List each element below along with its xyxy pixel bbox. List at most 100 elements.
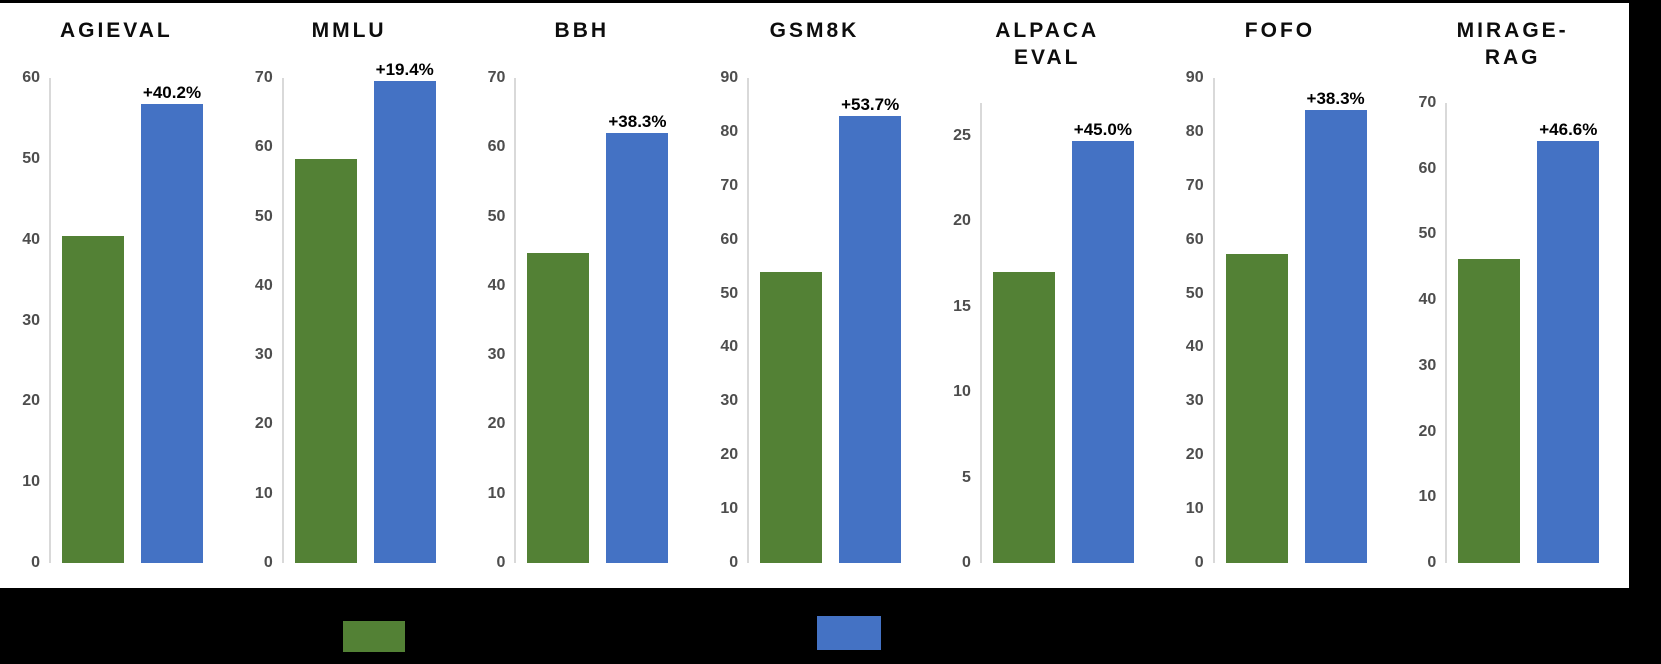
panel-bbh: BBH 0 10 20 30 40 50 60 70 +38.3% — [465, 3, 698, 588]
y-tick-label: 30 — [254, 346, 273, 364]
y-tick-label: 50 — [22, 149, 40, 167]
panel-title: GSM8K — [698, 3, 931, 78]
y-tick-label: 30 — [720, 392, 739, 410]
y-axis: 0 5 10 15 20 25 — [931, 103, 980, 571]
y-axis: 0 10 20 30 40 50 60 70 80 90 — [1164, 70, 1213, 571]
panel-title-line: MMLU — [311, 19, 387, 42]
panel-title-line: FOFO — [1244, 19, 1316, 42]
panel-title: AGIEVAL — [0, 3, 233, 78]
plot-area: +19.4% — [281, 61, 466, 563]
y-tick-label: 10 — [953, 383, 971, 400]
gain-annotation: +45.0% — [1073, 119, 1132, 139]
legend-swatch-green — [343, 621, 405, 652]
panel-title-line: EVAL — [1014, 46, 1081, 70]
y-tick-label: 20 — [487, 415, 506, 433]
y-tick-label: 70 — [1418, 94, 1437, 111]
y-tick-label: 70 — [254, 69, 273, 86]
y-tick-label: 60 — [22, 69, 40, 86]
panel-title: ALPACA EVAL — [931, 3, 1164, 103]
y-tick-label: 80 — [1185, 122, 1204, 140]
y-tick-label: 5 — [961, 468, 971, 486]
y-tick-label: 70 — [1185, 176, 1204, 194]
y-tick-label: 40 — [22, 230, 40, 248]
gain-annotation: +38.3% — [608, 112, 667, 132]
bar-blue: +45.0% — [1071, 121, 1134, 563]
y-tick-label: 30 — [22, 311, 40, 329]
chart-mmlu: 0 10 20 30 40 50 60 70 +19.4% — [233, 61, 466, 571]
plot-area: +38.3% — [514, 78, 698, 563]
gain-annotation: +38.3% — [1306, 89, 1365, 109]
y-tick-label: 20 — [1418, 422, 1437, 440]
bar-green — [992, 272, 1055, 563]
y-tick-label: 80 — [720, 122, 739, 140]
panel-alpaca-eval: ALPACA EVAL 0 5 10 15 20 25 +45.0% — [931, 3, 1164, 588]
panel-title: MIRAGE- RAG — [1396, 3, 1629, 103]
panel-title: BBH — [465, 3, 698, 78]
bar-blue: +38.3% — [1304, 90, 1367, 563]
y-tick-label: 20 — [22, 392, 40, 410]
chart-mirage-rag: 0 10 20 30 40 50 60 70 +46.6% — [1396, 95, 1629, 571]
bar-blue: +53.7% — [839, 96, 902, 563]
bar-green — [1225, 253, 1288, 563]
y-tick-label: 10 — [22, 473, 40, 491]
plot-area: +46.6% — [1445, 103, 1629, 563]
y-tick-label: 20 — [254, 415, 273, 433]
y-tick-label: 70 — [487, 69, 506, 86]
chart-alpaca-eval: 0 5 10 15 20 25 +45.0% — [931, 103, 1164, 571]
y-tick-label: 90 — [1185, 69, 1204, 86]
panel-title-line: RAG — [1484, 46, 1541, 70]
panel-fofo: FOFO 0 10 20 30 40 50 60 70 80 90 +38.3% — [1164, 3, 1397, 588]
y-tick-label: 90 — [720, 69, 739, 86]
y-tick-label: 50 — [1418, 225, 1437, 243]
y-tick-label: 10 — [1185, 500, 1204, 518]
y-tick-label: 60 — [1418, 159, 1437, 177]
bar-blue: +38.3% — [606, 113, 669, 563]
panel-title: FOFO — [1164, 3, 1397, 78]
panel-title-line: GSM8K — [769, 19, 860, 42]
legend-band — [0, 588, 1661, 664]
panel-agieval: AGIEVAL 0 10 20 30 40 50 60 +40.2% — [0, 3, 233, 588]
y-tick-label: 50 — [720, 284, 739, 302]
gain-annotation: +46.6% — [1539, 120, 1598, 140]
bar-blue: +40.2% — [141, 84, 203, 563]
y-tick-label: 40 — [254, 276, 273, 294]
y-axis: 0 10 20 30 40 50 60 70 — [233, 70, 282, 571]
bar-blue: +19.4% — [373, 61, 436, 563]
plot-area: +38.3% — [1212, 78, 1397, 563]
y-tick-label: 50 — [487, 207, 506, 225]
chart-agieval: 0 10 20 30 40 50 60 +40.2% — [0, 70, 233, 571]
bar-green — [62, 235, 124, 563]
panel-title: MMLU — [233, 3, 466, 78]
y-axis: 0 10 20 30 40 50 60 — [0, 70, 49, 571]
y-tick-label: 50 — [254, 207, 273, 225]
y-tick-label: 10 — [1418, 488, 1437, 506]
y-tick-label: 40 — [1185, 338, 1204, 356]
y-tick-label: 60 — [1185, 230, 1204, 248]
y-tick-label: 60 — [720, 230, 739, 248]
y-tick-label: 70 — [720, 176, 739, 194]
y-tick-label: 10 — [254, 484, 273, 502]
bar-green — [760, 272, 823, 563]
panel-title-line: BBH — [554, 19, 610, 42]
y-tick-label: 30 — [487, 346, 506, 364]
bar-blue: +46.6% — [1537, 121, 1600, 563]
chart-gsm8k: 0 10 20 30 40 50 60 70 80 90 +53.7% — [698, 70, 931, 571]
y-axis: 0 10 20 30 40 50 60 70 — [465, 70, 514, 571]
y-tick-label: 50 — [1185, 284, 1204, 302]
y-tick-label: 10 — [487, 484, 506, 502]
right-black-band — [1629, 0, 1661, 664]
bar-green — [527, 252, 590, 563]
y-axis: 0 10 20 30 40 50 60 70 80 90 — [698, 70, 747, 571]
y-tick-label: 30 — [1418, 356, 1437, 374]
bar-green — [1458, 258, 1521, 563]
panel-title-line: AGIEVAL — [59, 19, 173, 42]
y-tick-label: 30 — [1185, 392, 1204, 410]
y-tick-label: 40 — [720, 338, 739, 356]
panel-mirage-rag: MIRAGE- RAG 0 10 20 30 40 50 60 70 +46.6% — [1396, 3, 1629, 588]
gain-annotation: +53.7% — [841, 94, 900, 114]
y-tick-label: 0 — [729, 554, 739, 571]
bar-green — [294, 159, 357, 563]
y-tick-label: 0 — [1427, 554, 1437, 571]
y-tick-label: 0 — [263, 554, 273, 571]
chart-fofo: 0 10 20 30 40 50 60 70 80 90 +38.3% — [1164, 70, 1397, 571]
